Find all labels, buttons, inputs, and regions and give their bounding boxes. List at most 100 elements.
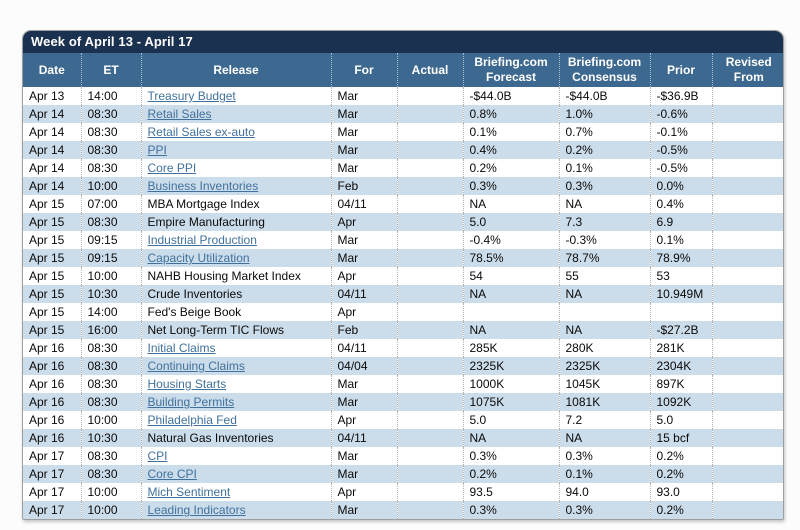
release-link[interactable]: Core CPI — [147, 467, 197, 481]
actual-cell — [396, 447, 463, 465]
date-cell: Apr 16 — [29, 341, 65, 355]
for-cell: Mar — [330, 393, 397, 411]
et-cell: 14:00 — [80, 87, 141, 105]
forecast-cell: NA — [462, 195, 559, 213]
forecast-cell — [462, 303, 559, 321]
actual-cell — [396, 249, 463, 267]
release-cell: CPI — [140, 447, 331, 465]
forecast-cell: 5.0 — [462, 411, 559, 429]
release-cell: NAHB Housing Market Index — [140, 267, 331, 285]
forecast-cell: 0.2% — [462, 159, 559, 177]
release-link[interactable]: Continuing Claims — [147, 359, 245, 373]
forecast-cell: 0.3% — [462, 447, 559, 465]
consensus-cell: 0.2% — [558, 141, 650, 159]
et-cell: 08:30 — [80, 465, 141, 483]
revised-cell — [711, 339, 783, 357]
actual-cell — [396, 321, 463, 339]
for-cell: Apr — [330, 267, 397, 285]
release-link[interactable]: Capacity Utilization — [147, 251, 250, 265]
et-cell: 08:30 — [80, 339, 141, 357]
release-cell: Building Permits — [140, 393, 331, 411]
actual-cell — [396, 483, 463, 501]
release-cell: Leading Indicators — [140, 501, 331, 519]
prior-cell: 281K — [649, 339, 712, 357]
actual-cell — [396, 177, 463, 195]
revised-cell — [711, 159, 783, 177]
table-row: Apr 14 08:30 PPI Mar 0.4% 0.2% -0.5% — [23, 141, 783, 159]
consensus-cell: 280K — [558, 339, 650, 357]
for-cell: Apr — [330, 483, 397, 501]
prior-cell: 1092K — [649, 393, 712, 411]
prior-cell: -$36.9B — [649, 87, 712, 105]
actual-cell — [396, 429, 463, 447]
consensus-cell: 2325K — [558, 357, 650, 375]
release-link[interactable]: Philadelphia Fed — [147, 413, 237, 427]
release-cell: Business Inventories — [140, 177, 331, 195]
consensus-cell: 1081K — [558, 393, 650, 411]
release-cell: Core PPI — [140, 159, 331, 177]
release-link[interactable]: CPI — [147, 449, 168, 463]
date-cell: Apr 15 — [29, 269, 65, 283]
date-cell: Apr 16 — [29, 359, 65, 373]
release-link[interactable]: Initial Claims — [147, 341, 216, 355]
revised-cell — [711, 231, 783, 249]
consensus-cell: 94.0 — [558, 483, 650, 501]
table-row: Apr 14 10:00 Business Inventories Feb 0.3% 0.… — [23, 177, 783, 195]
for-cell: Mar — [330, 105, 397, 123]
prior-cell — [649, 303, 712, 321]
for-cell: Mar — [330, 231, 397, 249]
consensus-cell: 0.3% — [558, 177, 650, 195]
table-row: Apr 17 08:30 Core CPI Mar 0.2% 0.1% 0.2% — [23, 465, 783, 483]
consensus-cell: 7.3 — [558, 213, 650, 231]
et-cell: 07:00 — [80, 195, 141, 213]
release-cell: Mich Sentiment — [140, 483, 331, 501]
release-link[interactable]: Retail Sales ex-auto — [147, 125, 255, 139]
release-link[interactable]: Treasury Budget — [147, 89, 236, 103]
release-link[interactable]: PPI — [147, 143, 167, 157]
release-link[interactable]: Business Inventories — [147, 179, 259, 193]
date-cell: Apr 16 — [29, 431, 65, 445]
forecast-cell: -$44.0B — [462, 87, 559, 105]
release-cell: Retail Sales ex-auto — [140, 123, 331, 141]
column-header-forecast: Briefing.com Forecast — [462, 53, 559, 87]
release-link[interactable]: Leading Indicators — [147, 503, 246, 517]
prior-cell: 0.2% — [649, 447, 712, 465]
prior-cell: 53 — [649, 267, 712, 285]
release-cell: Industrial Production — [140, 231, 331, 249]
column-header-revised: Revised From — [711, 53, 783, 87]
revised-cell — [711, 429, 783, 447]
table-row: Apr 16 10:00 Philadelphia Fed Apr 5.0 7.2 5.0 — [23, 411, 783, 429]
release-link[interactable]: Industrial Production — [147, 233, 257, 247]
prior-cell: 0.1% — [649, 231, 712, 249]
et-cell: 08:30 — [80, 105, 141, 123]
table-row: Apr 15 07:00 MBA Mortgage Index 04/11 NA NA 0.… — [23, 195, 783, 213]
forecast-cell: 285K — [462, 339, 559, 357]
date-cell: Apr 15 — [29, 323, 65, 337]
forecast-cell: 1000K — [462, 375, 559, 393]
table-row: Apr 14 08:30 Retail Sales Mar 0.8% 1.0% -0.6% — [23, 105, 783, 123]
release-link[interactable]: Mich Sentiment — [147, 485, 231, 499]
consensus-cell: 7.2 — [558, 411, 650, 429]
release-link[interactable]: Building Permits — [147, 395, 235, 409]
column-header-et: ET — [80, 53, 141, 87]
revised-cell — [711, 321, 783, 339]
release-link[interactable]: Core PPI — [147, 161, 197, 175]
revised-cell — [711, 195, 783, 213]
date-cell: Apr 13 — [29, 89, 65, 103]
table-row: Apr 15 08:30 Empire Manufacturing Apr 5.0 7.3… — [23, 213, 783, 231]
economic-calendar-table: Week of April 13 - April 17 Date ET Releas… — [22, 30, 784, 520]
revised-cell — [711, 447, 783, 465]
release-link[interactable]: Retail Sales — [147, 107, 212, 121]
table-row: Apr 15 09:15 Capacity Utilization Mar 78.5% 7… — [23, 249, 783, 267]
prior-cell: -0.6% — [649, 105, 712, 123]
release-cell: Core CPI — [140, 465, 331, 483]
revised-cell — [711, 105, 783, 123]
forecast-cell: 78.5% — [462, 249, 559, 267]
forecast-cell: NA — [462, 285, 559, 303]
consensus-cell: NA — [558, 321, 650, 339]
for-cell: Mar — [330, 159, 397, 177]
release-link[interactable]: Housing Starts — [147, 377, 227, 391]
date-cell: Apr 17 — [29, 449, 65, 463]
et-cell: 09:15 — [80, 249, 141, 267]
date-cell: Apr 14 — [29, 143, 65, 157]
